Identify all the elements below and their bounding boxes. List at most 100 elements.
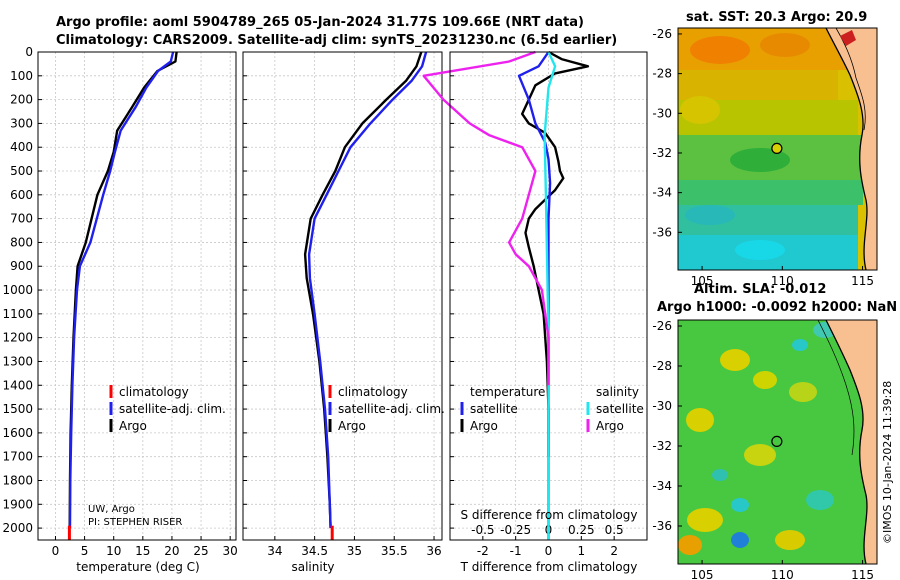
y-tick-label: 500 — [10, 164, 33, 178]
x-tick-label: 15 — [135, 544, 150, 558]
sst-map-axis: 105 110 115 -26 -28 -30 -32 -34 -36 — [652, 27, 874, 288]
map-x-tick-label: 105 — [691, 274, 714, 288]
x-tick-label: -2 — [477, 544, 489, 558]
y-tick-label: 1900 — [2, 497, 33, 511]
map-x-tick-label: 115 — [851, 274, 874, 288]
x-tick-label: 1 — [578, 544, 586, 558]
figure-title-line2: Climatology: CARS2009. Satellite-adj cli… — [56, 33, 618, 48]
map-y-tick-label: -30 — [652, 399, 672, 413]
sla-map-axis: 105 110 115 -26 -28 -30 -32 -34 -36 — [652, 319, 874, 580]
x-tick-label: 2 — [610, 544, 618, 558]
x-tick-label: 34.5 — [301, 544, 328, 558]
s-diff-x-label: S difference from climatology — [461, 508, 638, 522]
map-y-tick-label: -32 — [652, 146, 672, 160]
legend-heading-temperature: temperature — [470, 385, 545, 399]
x-tick-label: 0 — [545, 544, 553, 558]
sla-argo-position-marker — [771, 435, 783, 447]
sla-map-title-line2: Argo h1000: -0.0092 h2000: NaN — [657, 300, 898, 315]
x-tick-label: 35 — [347, 544, 362, 558]
figure-title-line1: Argo profile: aoml 5904789_265 05-Jan-20… — [56, 15, 584, 30]
series-temperature-argo — [521, 50, 590, 457]
legend-label-satellite: satellite-adj. clim. — [338, 402, 445, 416]
y-tick-label: 1600 — [2, 426, 33, 440]
y-tick-label: 1100 — [2, 307, 33, 321]
difference-panel: -2 -1 0 1 2-0.5 -0.25 0 0.25 0.5 — [422, 50, 648, 558]
temperature-x-label: temperature (deg C) — [76, 560, 199, 574]
sla-map-title-line1: Altim. SLA: -0.012 — [694, 282, 827, 297]
plot-area — [243, 52, 442, 540]
x-tick-label: 0 — [52, 544, 60, 558]
y-tick-label: 300 — [10, 116, 33, 130]
t-diff-x-label: T difference from climatology — [460, 560, 638, 574]
legend-heading-salinity: salinity — [596, 385, 639, 399]
map-y-tick-label: -36 — [652, 519, 672, 533]
legend-label-temp-argo: Argo — [470, 419, 498, 433]
x-tick-label: 5 — [81, 544, 89, 558]
salinity-x-label: salinity — [291, 560, 334, 574]
legend-label-climatology: climatology — [338, 385, 408, 399]
y-tick-label: 600 — [10, 188, 33, 202]
credits-line2: PI: STEPHEN RISER — [88, 517, 182, 528]
plot-frame — [242, 51, 443, 541]
y-tick-label: 400 — [10, 140, 33, 154]
legend-label-sal-satellite: satellite — [596, 402, 644, 416]
temperature-legend: climatology satellite-adj. clim. Argo — [109, 385, 226, 433]
map-y-tick-label: -26 — [652, 319, 672, 333]
sst-map: 105 110 115 -26 -28 -30 -32 -34 -36 — [652, 27, 878, 288]
map-x-tick-label: 110 — [771, 274, 794, 288]
y-tick-label: 1800 — [2, 473, 33, 487]
sal-tick-label: 0.5 — [605, 523, 624, 537]
y-tick-label: 0 — [25, 45, 33, 59]
temperature-panel: 0100200300400500600700800900100011001200… — [2, 45, 237, 558]
legend-label-argo: Argo — [119, 419, 147, 433]
y-tick-label: 200 — [10, 93, 33, 107]
x-tick-label: -1 — [510, 544, 522, 558]
y-tick-label: 800 — [10, 235, 33, 249]
y-tick-label: 1400 — [2, 378, 33, 392]
x-tick-label: 34 — [267, 544, 282, 558]
sal-tick-label: -0.25 — [500, 523, 531, 537]
salinity-panel: 34 34.5 35 35.5 36 — [242, 51, 443, 558]
x-tick-label: 10 — [106, 544, 121, 558]
salinity-legend: climatology satellite-adj. clim. Argo — [328, 385, 445, 433]
y-tick-label: 1700 — [2, 450, 33, 464]
x-tick-label: 20 — [164, 544, 179, 558]
plot-area — [38, 52, 236, 540]
x-tick-label: 30 — [223, 544, 238, 558]
difference-legend: temperature satellite Argo salinity sate… — [460, 385, 644, 433]
sst-map-title: sat. SST: 20.3 Argo: 20.9 — [686, 10, 868, 25]
y-tick-label: 2000 — [2, 521, 33, 535]
legend-label-temp-satellite: satellite — [470, 402, 518, 416]
map-x-tick-label: 110 — [771, 568, 794, 580]
map-y-tick-label: -36 — [652, 225, 672, 239]
legend-label-sal-argo: Argo — [596, 419, 624, 433]
map-y-tick-label: -32 — [652, 439, 672, 453]
legend-label-argo: Argo — [338, 419, 366, 433]
series-satellite-adj-clim- — [68, 51, 175, 529]
sal-tick-label: 0.25 — [568, 523, 595, 537]
legend-label-climatology: climatology — [119, 385, 189, 399]
y-tick-label: 1500 — [2, 402, 33, 416]
series-satellite-adj-clim- — [307, 51, 428, 529]
y-tick-label: 900 — [10, 259, 33, 273]
series-salinity-satellite — [543, 51, 557, 540]
map-y-tick-label: -30 — [652, 106, 672, 120]
map-y-tick-label: -34 — [652, 479, 672, 493]
map-y-tick-label: -28 — [652, 359, 672, 373]
credits-line1: UW, Argo — [88, 504, 135, 515]
sla-map: 105 110 115 -26 -28 -30 -32 -34 -36 — [652, 319, 878, 580]
map-y-tick-label: -26 — [652, 27, 672, 41]
plot-frame — [37, 51, 237, 541]
y-tick-label: 1300 — [2, 354, 33, 368]
sal-tick-label: -0.5 — [471, 523, 494, 537]
x-tick-label: 35.5 — [381, 544, 408, 558]
x-tick-label: 36 — [426, 544, 441, 558]
map-x-tick-label: 105 — [691, 568, 714, 580]
y-tick-label: 700 — [10, 212, 33, 226]
y-tick-label: 1200 — [2, 331, 33, 345]
y-tick-label: 1000 — [2, 283, 33, 297]
map-y-tick-label: -28 — [652, 67, 672, 81]
series-salinity-argo — [422, 50, 550, 386]
